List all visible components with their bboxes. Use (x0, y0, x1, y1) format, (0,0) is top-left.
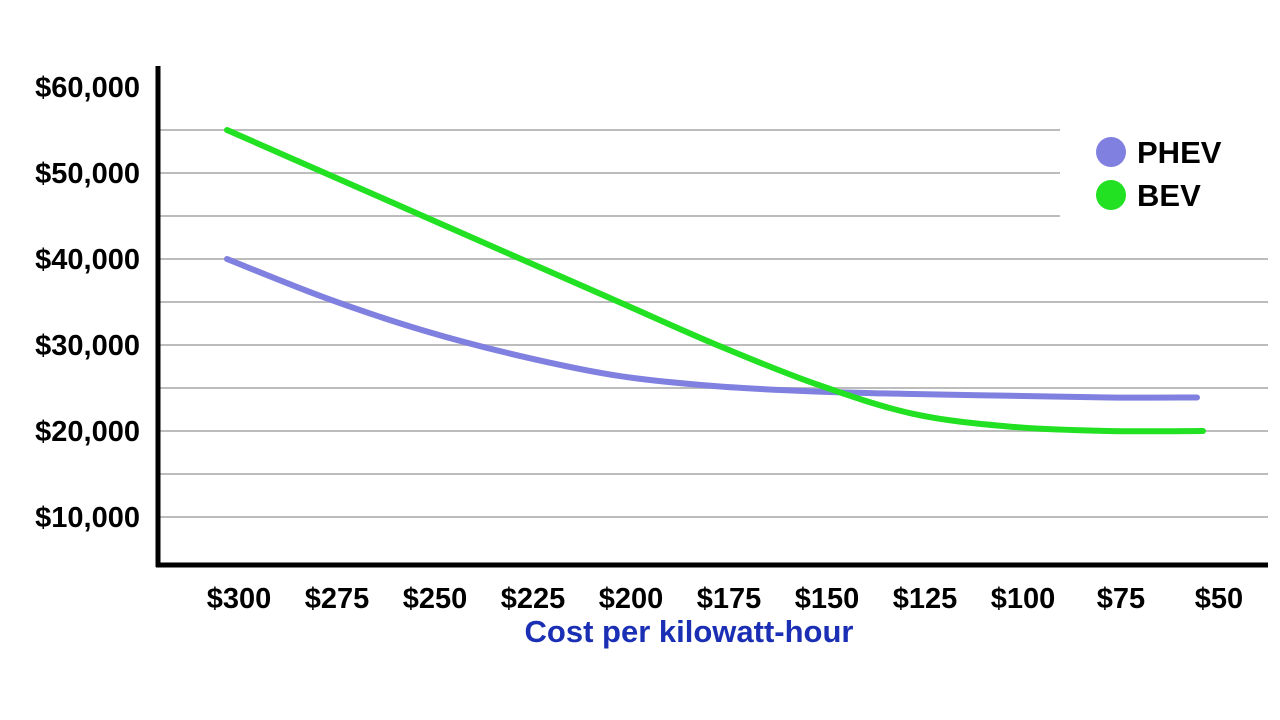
legend-marker-bev (1096, 180, 1126, 210)
x-tick-label: $50 (1195, 583, 1243, 615)
x-tick-label: $75 (1097, 583, 1145, 615)
x-tick-labels: $300 $275 $250 $225 $200 $175 $150 $125 $100 $75 $… (207, 583, 1243, 615)
x-tick-label: $175 (697, 583, 762, 615)
legend-label-bev: BEV (1137, 178, 1201, 213)
y-tick-label: $50,000 (35, 158, 140, 190)
y-tick-label: $60,000 (35, 72, 140, 104)
x-tick-label: $225 (501, 583, 566, 615)
series-line-bev (224, 127, 1206, 435)
x-tick-label: $125 (893, 583, 958, 615)
x-tick-label: $100 (991, 583, 1056, 615)
legend-label-phev: PHEV (1137, 135, 1222, 170)
series-line-phev (224, 256, 1200, 401)
x-tick-label: $300 (207, 583, 272, 615)
x-tick-label: $275 (305, 583, 370, 615)
x-tick-label: $200 (599, 583, 664, 615)
y-tick-label: $30,000 (35, 330, 140, 362)
x-tick-label: $150 (795, 583, 860, 615)
y-tick-label: $20,000 (35, 416, 140, 448)
x-axis-title: Cost per kilowatt-hour (525, 614, 854, 649)
x-tick-label: $250 (403, 583, 468, 615)
y-tick-label: $40,000 (35, 244, 140, 276)
legend-marker-phev (1096, 137, 1126, 167)
y-tick-labels: $10,000 $20,000 $30,000 $40,000 $50,000 $60,0… (35, 72, 140, 534)
axes (155, 66, 1268, 568)
series-lines (224, 127, 1206, 435)
y-tick-label: $10,000 (35, 502, 140, 534)
legend: PHEV BEV (1096, 135, 1222, 213)
